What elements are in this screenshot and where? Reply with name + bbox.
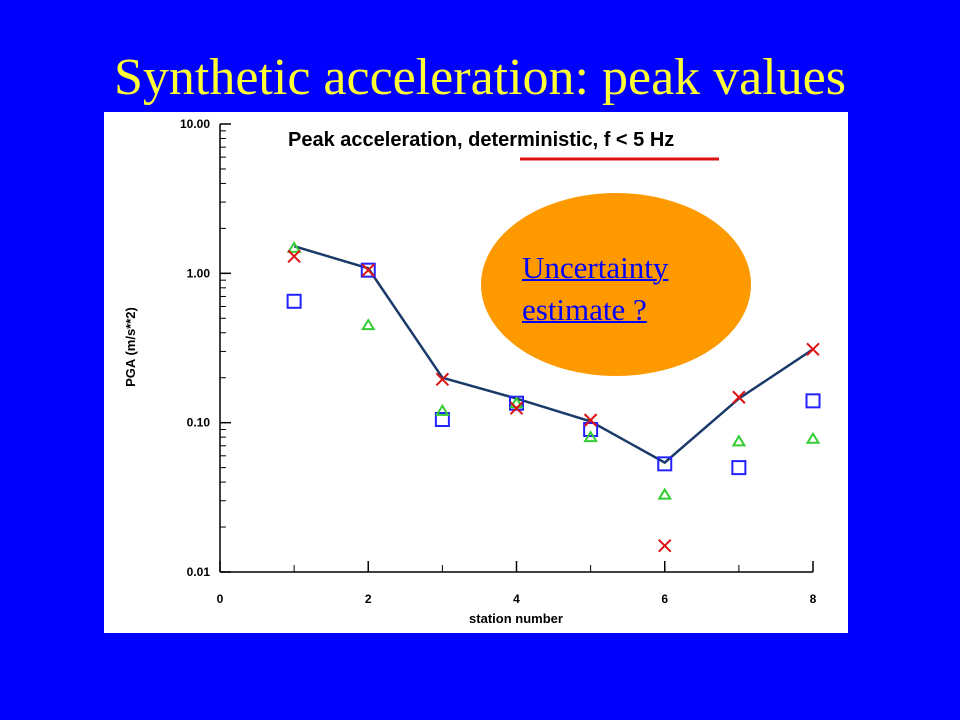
square-marker: [583, 421, 599, 437]
callout-line-2: estimate ?: [522, 292, 647, 327]
x-tick-label: 8: [810, 592, 817, 606]
square-marker: [731, 460, 747, 476]
y-tick-label: 10.00: [180, 117, 210, 131]
x-axis-label: station number: [469, 611, 563, 626]
triangle-marker: [286, 240, 302, 253]
cross-marker: [435, 372, 450, 387]
data-marks: [286, 240, 821, 553]
y-axis-label: PGA (m/s**2): [123, 307, 138, 387]
square-marker: [286, 293, 302, 309]
x-tick-label: 4: [513, 592, 520, 606]
cross-marker: [806, 342, 820, 356]
triangle-marker: [360, 318, 376, 331]
cross-marker: [583, 413, 598, 427]
x-tick-label: 6: [661, 592, 668, 606]
triangle-marker: [435, 403, 450, 416]
callout-line-1: Uncertainty: [522, 250, 669, 285]
chart-title: Peak acceleration, deterministic, f < 5 …: [288, 129, 674, 151]
cross-marker: [509, 401, 524, 415]
uncertainty-callout: [481, 193, 751, 376]
y-tick-label: 1.00: [187, 266, 211, 280]
cross-marker: [361, 263, 375, 277]
y-tick-label: 0.01: [187, 565, 211, 579]
square-marker: [434, 412, 450, 428]
x-tick-label: 0: [217, 592, 224, 606]
x-tick-label: 2: [365, 592, 372, 606]
series-line: [293, 244, 814, 465]
square-marker: [360, 262, 376, 278]
square-marker: [805, 393, 821, 409]
triangle-marker: [583, 430, 598, 443]
peak-acceleration-chart: Peak acceleration, deterministic, f < 5 …: [123, 117, 821, 626]
triangle-marker: [731, 434, 747, 447]
axes: 0.01 0.10 1.00 10.00 0 2 4 6 8: [180, 117, 817, 606]
slide-title: Synthetic acceleration: peak values: [113, 49, 846, 106]
plot-panel: Peak acceleration, deterministic, f < 5 …: [104, 112, 848, 633]
triangle-marker: [805, 431, 821, 444]
cross-marker: [732, 390, 746, 404]
y-tick-label: 0.10: [187, 416, 211, 430]
cross-marker: [287, 249, 301, 264]
square-marker: [657, 456, 673, 472]
cross-marker: [658, 538, 672, 553]
callout-text: Uncertainty estimate ?: [522, 247, 668, 331]
triangle-marker: [657, 487, 673, 500]
